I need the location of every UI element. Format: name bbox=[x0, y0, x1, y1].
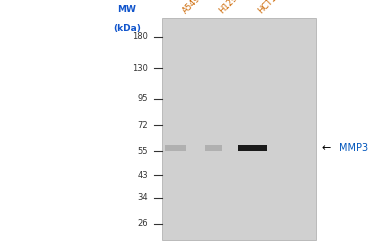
Text: 130: 130 bbox=[132, 64, 148, 73]
Text: MW: MW bbox=[117, 5, 137, 14]
Text: 43: 43 bbox=[137, 171, 148, 180]
Text: MMP3: MMP3 bbox=[339, 143, 368, 153]
Bar bbox=[238, 145, 266, 151]
Text: 180: 180 bbox=[132, 32, 148, 42]
Text: 95: 95 bbox=[138, 94, 148, 103]
Bar bbox=[165, 145, 186, 151]
Text: 72: 72 bbox=[137, 121, 148, 130]
Text: H1299: H1299 bbox=[218, 0, 243, 15]
Text: 26: 26 bbox=[137, 219, 148, 228]
Text: (kDa): (kDa) bbox=[113, 24, 141, 33]
Text: A549: A549 bbox=[181, 0, 203, 15]
Bar bbox=[205, 145, 223, 151]
Text: 55: 55 bbox=[138, 147, 148, 156]
Text: 34: 34 bbox=[137, 194, 148, 202]
Text: ←: ← bbox=[321, 143, 331, 153]
Text: HCT116: HCT116 bbox=[256, 0, 286, 15]
Bar bbox=[162, 18, 316, 240]
